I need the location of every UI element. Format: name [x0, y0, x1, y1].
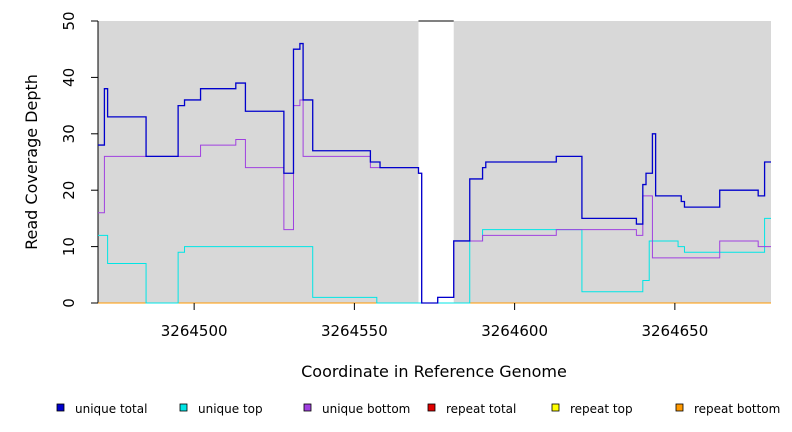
plot-background-panel-0: [98, 21, 419, 303]
x-tick-label: 3264550: [321, 322, 388, 340]
y-tick-label: 30: [60, 124, 78, 143]
x-tick-label: 3264500: [161, 322, 228, 340]
y-tick-label: 50: [60, 11, 78, 30]
legend-item-repeat-top: repeat top: [551, 402, 633, 416]
legend-label: unique total: [75, 402, 147, 416]
legend-swatch: [179, 403, 188, 412]
y-tick-label: 40: [60, 68, 78, 87]
legend-item-unique-top: unique top: [179, 402, 263, 416]
legend-item-repeat-total: repeat total: [427, 402, 516, 416]
legend-label: repeat top: [570, 402, 633, 416]
legend-swatch: [427, 403, 436, 412]
legend-label: unique bottom: [322, 402, 410, 416]
legend-item-repeat-bottom: repeat bottom: [675, 402, 780, 416]
ticks: 3264500 3264550 3264600 3264650 0 10 20 30 40 50: [60, 11, 708, 340]
y-tick-label: 10: [60, 237, 78, 256]
series-line-unique-total: [98, 42, 771, 304]
legend-label: repeat bottom: [694, 402, 780, 416]
legend-swatch: [56, 403, 65, 412]
x-axis-label: Coordinate in Reference Genome: [301, 362, 567, 381]
legend-label: unique top: [198, 402, 263, 416]
plot-background: [98, 20, 771, 303]
legend-label: repeat total: [446, 402, 516, 416]
legend-item-unique-total: unique total: [56, 402, 147, 416]
x-tick-label: 3264600: [481, 322, 548, 340]
y-tick-label: 20: [60, 181, 78, 200]
series-layer: [98, 42, 771, 304]
y-axis-label: Read Coverage Depth: [22, 74, 41, 250]
y-tick-label: 0: [60, 298, 78, 308]
legend-swatch: [675, 403, 684, 412]
legend-swatch: [303, 403, 312, 412]
legend: unique total unique top unique bottom repea…: [56, 402, 780, 416]
legend-swatch: [551, 403, 560, 412]
x-tick-label: 3264650: [641, 322, 708, 340]
legend-item-unique-bottom: unique bottom: [303, 402, 410, 416]
